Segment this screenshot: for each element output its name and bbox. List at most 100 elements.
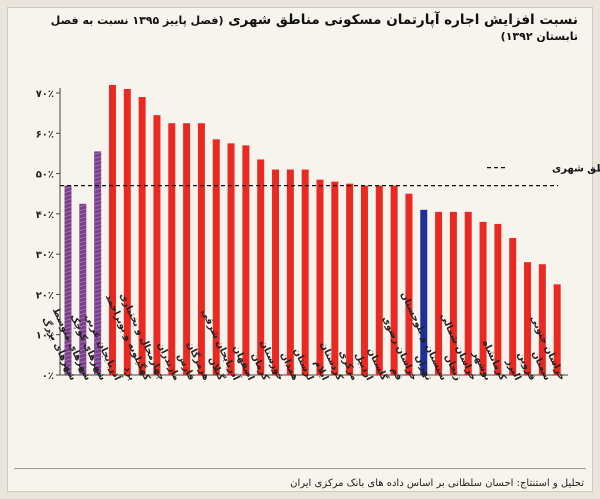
bar-hatch [64,250,72,253]
bar-hatch [79,208,87,212]
bar-hatch [64,286,72,289]
bar-hatch [94,188,102,191]
bar [183,123,191,375]
bar [94,151,102,375]
bar-hatch [79,264,87,268]
bar-hatch [64,214,72,217]
bar-hatch [94,332,102,335]
bar [494,223,502,375]
bar-hatch [79,364,87,368]
bar-hatch [79,244,87,248]
bar-hatch [94,348,102,351]
bar [242,145,250,375]
bar-hatch [94,208,102,211]
bar-hatch [64,366,72,369]
bar [272,169,280,375]
bar-hatch [94,192,102,195]
bar-hatch [64,226,72,229]
bar-hatch [94,216,102,219]
bar [390,185,398,375]
bar-hatch [64,354,72,357]
bar-hatch [94,344,102,347]
y-tick-label: ۷۰٪ [36,89,54,100]
bar-hatch [94,296,102,299]
bar [227,143,235,375]
bar-hatch [79,224,87,228]
bar-hatch [64,230,72,233]
bar-hatch [79,220,87,224]
bar-hatch [64,294,72,297]
bar-hatch [64,266,72,269]
bar-hatch [79,360,87,364]
bar-hatch [94,224,102,227]
bar [153,115,161,376]
bar-hatch [64,234,72,237]
bar-hatch [94,152,102,155]
bar [301,169,309,375]
bar [509,238,517,375]
bar-hatch [79,212,87,216]
bar-hatch [64,190,72,193]
bar-hatch [79,336,87,340]
bar-hatch [64,322,72,325]
bar-hatch [79,332,87,336]
bar-hatch [64,198,72,201]
bar-hatch [64,282,72,285]
bar-hatch [64,262,72,265]
bar-hatch [94,356,102,359]
bar-hatch [64,258,72,261]
source-note: تحلیل و استنتاج: احسان سلطانی بر اساس دا… [290,478,584,489]
bar-hatch [79,216,87,220]
bar-hatch [64,310,72,313]
bar [435,211,443,375]
bar-hatch [79,308,87,312]
bar [64,185,72,375]
bar-hatch [94,284,102,287]
bar [405,193,413,375]
bar-hatch [94,268,102,271]
bar-hatch [79,232,87,236]
bar-hatch [79,236,87,240]
bar [197,123,205,375]
bar-hatch [94,312,102,315]
bar [464,211,472,375]
bar-hatch [94,352,102,355]
chart-title: نسبت افزایش اجاره آپارتمان مسکونی مناطق … [18,12,578,44]
bar-hatch [64,246,72,249]
bar-hatch [79,288,87,292]
bar-hatch [94,360,102,363]
bar-hatch [79,356,87,360]
bar-hatch [94,244,102,247]
bar [316,179,324,375]
bar-hatch [79,368,87,372]
bar-hatch [64,358,72,361]
bar [286,169,294,375]
y-tick-label: ۱۰٪ [36,331,54,342]
bar-hatch [94,164,102,167]
bar-hatch [79,296,87,300]
bar-hatch [94,248,102,251]
bar-hatch [64,206,72,209]
bar-hatch [94,324,102,327]
bar-hatch [94,232,102,235]
bar-hatch [94,240,102,243]
bar-hatch [94,272,102,275]
bar-hatch [64,278,72,281]
bar-hatch [64,242,72,245]
bar-hatch [94,156,102,159]
bar [346,183,354,375]
y-tick-label: ۲۰٪ [36,290,54,301]
bar-hatch [79,372,87,376]
bar-hatch [64,306,72,309]
bar-hatch [94,256,102,259]
bar [212,139,220,375]
bar-hatch [94,196,102,199]
bar-hatch [94,200,102,203]
bar-hatch [94,276,102,279]
bar-hatch [94,212,102,215]
bar-hatch [79,280,87,284]
bar-hatch [64,186,72,189]
bar-hatch [64,334,72,337]
bar [138,97,146,376]
bar-hatch [94,172,102,175]
